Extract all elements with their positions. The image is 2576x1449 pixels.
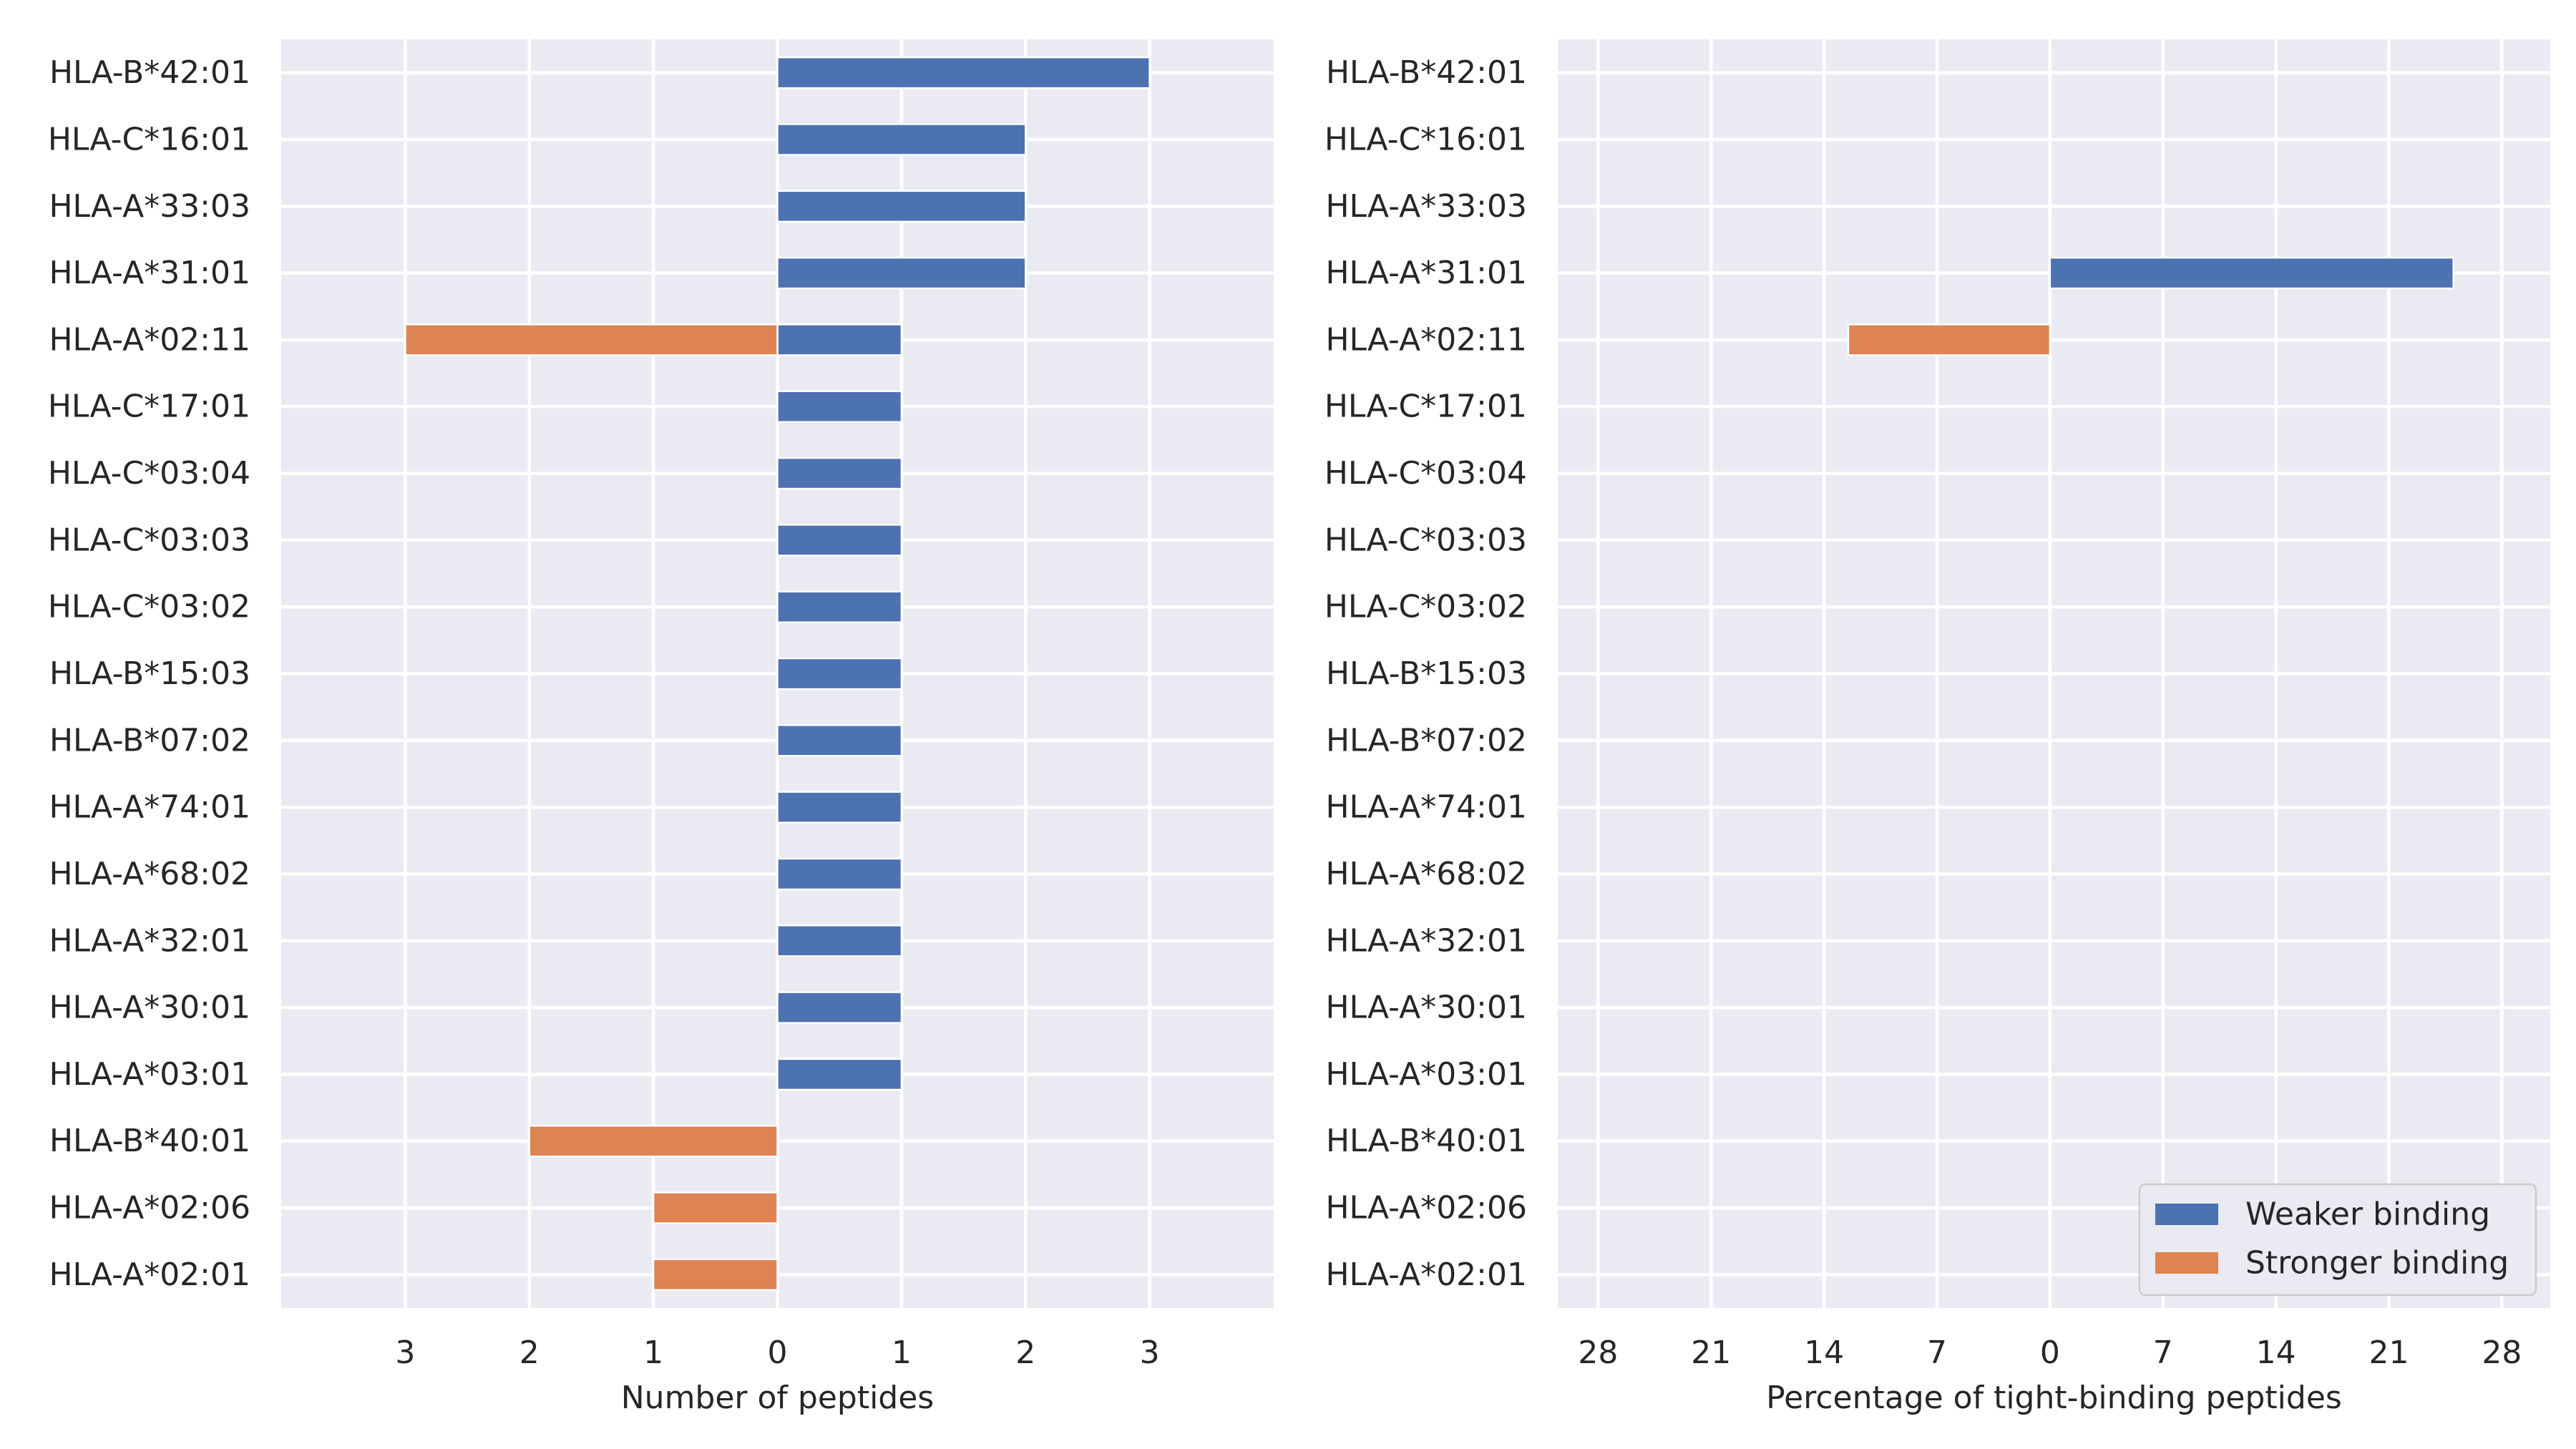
bar-weaker-hla-a-30-01	[776, 991, 903, 1024]
bar-weaker-hla-b-42-01	[776, 56, 1151, 89]
bar-weaker-hla-a-03-01	[776, 1058, 903, 1091]
y-tick-label: HLA-A*33:03	[1325, 188, 1527, 225]
bar-weaker-hla-c-03-03	[776, 524, 903, 557]
x-tick-label: 0	[2040, 1335, 2060, 1371]
y-tick-label: HLA-A*02:06	[49, 1190, 250, 1226]
bar-stronger-hla-a-02-11	[1847, 323, 2051, 356]
y-tick-label: HLA-A*31:01	[1325, 255, 1527, 291]
y-tick-label: HLA-A*02:06	[1325, 1190, 1527, 1226]
bar-stronger-hla-a-02-01	[652, 1258, 779, 1292]
x-tick-label: 2	[519, 1335, 540, 1371]
panel-number-of-peptides: HLA-B*42:01 HLA-C*16:01 HLA-A*33:03 HLA-A*3…	[48, 39, 1274, 1416]
x-tick-label: 1	[643, 1335, 663, 1371]
y-tick-labels: HLA-B*42:01 HLA-C*16:01 HLA-A*33:03 HLA-A*3…	[1324, 54, 1527, 1293]
bar-weaker-hla-a-02-11	[776, 323, 903, 356]
y-tick-label: HLA-C*16:01	[48, 121, 250, 157]
x-tick-label: 28	[1578, 1335, 1618, 1371]
bar-weaker-hla-c-03-02	[776, 590, 903, 623]
x-tick-label: 14	[1804, 1335, 1844, 1371]
y-tick-label: HLA-C*17:01	[48, 389, 250, 425]
bar-weaker-hla-a-31-01	[2049, 256, 2454, 290]
y-tick-label: HLA-A*03:01	[1325, 1056, 1527, 1093]
legend-swatch-stronger	[2155, 1252, 2218, 1274]
y-tick-label: HLA-A*68:02	[1325, 856, 1527, 892]
y-tick-label: HLA-A*32:01	[49, 922, 250, 959]
y-tick-label: HLA-A*02:11	[1325, 321, 1527, 358]
y-tick-label: HLA-B*40:01	[49, 1123, 250, 1159]
bar-weaker-hla-c-17-01	[776, 390, 903, 423]
bars	[1847, 256, 2454, 356]
y-tick-label: HLA-A*31:01	[49, 255, 250, 291]
x-tick-label: 28	[2482, 1335, 2522, 1371]
y-tick-label: HLA-B*42:01	[1326, 54, 1527, 91]
y-tick-label: HLA-C*16:01	[1324, 121, 1527, 157]
bar-weaker-hla-a-32-01	[776, 924, 903, 957]
bar-weaker-hla-a-31-01	[776, 256, 1027, 290]
gridlines	[1558, 39, 2550, 1308]
bar-weaker-hla-b-15-03	[776, 657, 903, 691]
bar-weaker-hla-a-33-03	[776, 190, 1027, 223]
y-tick-label: HLA-A*30:01	[1325, 990, 1527, 1026]
bars	[404, 56, 1151, 1292]
bar-weaker-hla-a-74-01	[776, 791, 903, 824]
bar-stronger-hla-a-02-06	[652, 1191, 779, 1224]
y-tick-label: HLA-A*02:01	[1325, 1257, 1527, 1293]
x-axis-label: Percentage of tight-binding peptides	[1766, 1380, 2342, 1416]
y-tick-label: HLA-B*15:03	[1326, 655, 1527, 692]
x-tick-labels: 3 2 1 0 1 2 3	[395, 1335, 1159, 1371]
y-tick-label: HLA-A*68:02	[49, 856, 250, 892]
bar-stronger-hla-b-40-01	[528, 1124, 779, 1158]
y-tick-label: HLA-A*02:01	[49, 1257, 250, 1293]
legend-frame	[2138, 1183, 2537, 1297]
legend-label-weaker: Weaker binding	[2245, 1196, 2490, 1233]
y-tick-label: HLA-C*03:02	[1324, 589, 1527, 625]
y-tick-label: HLA-A*32:01	[1325, 922, 1527, 959]
y-tick-label: HLA-B*07:02	[1326, 722, 1527, 758]
y-tick-label: HLA-B*42:01	[49, 54, 250, 91]
x-tick-label: 7	[1927, 1335, 1947, 1371]
legend: Weaker binding Stronger binding	[2138, 1183, 2537, 1297]
y-tick-label: HLA-A*74:01	[1325, 789, 1527, 826]
y-tick-label: HLA-C*03:03	[1324, 522, 1527, 558]
x-tick-label: 14	[2256, 1335, 2296, 1371]
y-tick-label: HLA-C*17:01	[1324, 389, 1527, 425]
y-tick-label: HLA-A*03:01	[49, 1056, 250, 1093]
bar-weaker-hla-c-03-04	[776, 457, 903, 490]
y-tick-labels: HLA-B*42:01 HLA-C*16:01 HLA-A*33:03 HLA-A*3…	[48, 54, 250, 1293]
legend-label-stronger: Stronger binding	[2245, 1245, 2509, 1282]
bar-weaker-hla-c-16-01	[776, 123, 1027, 156]
y-tick-label: HLA-A*74:01	[49, 789, 250, 826]
y-tick-label: HLA-A*33:03	[49, 188, 250, 225]
y-tick-label: HLA-C*03:02	[48, 589, 250, 625]
y-tick-label: HLA-B*40:01	[1326, 1123, 1527, 1159]
x-tick-label: 0	[768, 1335, 788, 1371]
y-tick-label: HLA-C*03:04	[48, 455, 250, 492]
y-tick-label: HLA-C*03:04	[1324, 455, 1527, 492]
x-tick-label: 1	[892, 1335, 912, 1371]
y-tick-label: HLA-A*02:11	[49, 321, 250, 358]
x-tick-label: 3	[395, 1335, 415, 1371]
y-tick-label: HLA-B*15:03	[49, 655, 250, 692]
bar-stronger-hla-a-02-11	[404, 323, 779, 356]
x-tick-label: 3	[1140, 1335, 1160, 1371]
x-tick-label: 21	[2368, 1335, 2409, 1371]
x-axis-label: Number of peptides	[621, 1380, 934, 1416]
x-tick-labels: 28 21 14 7 0 7 14 21 28	[1578, 1335, 2522, 1371]
legend-swatch-weaker	[2155, 1204, 2218, 1225]
y-tick-label: HLA-A*30:01	[49, 990, 250, 1026]
x-tick-label: 2	[1015, 1335, 1035, 1371]
bar-weaker-hla-b-07-02	[776, 724, 903, 757]
x-tick-label: 21	[1691, 1335, 1731, 1371]
panel-percentage-tight-binding: HLA-B*42:01 HLA-C*16:01 HLA-A*33:03 HLA-A*3…	[1324, 39, 2550, 1416]
y-tick-label: HLA-C*03:03	[48, 522, 250, 558]
x-tick-label: 7	[2153, 1335, 2173, 1371]
bar-weaker-hla-a-68-02	[776, 857, 903, 891]
y-tick-label: HLA-B*07:02	[49, 722, 250, 758]
